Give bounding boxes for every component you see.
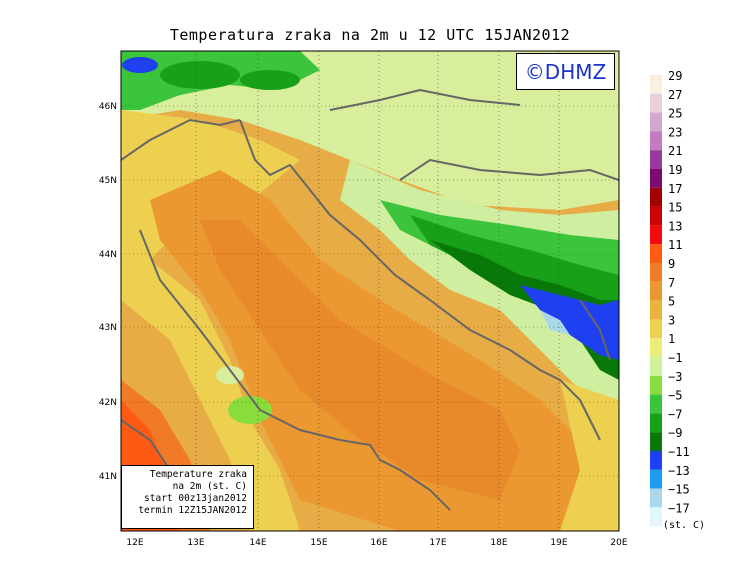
colorbar-label: −3 <box>668 370 682 384</box>
colorbar-label: −1 <box>668 351 682 365</box>
colorbar-swatch <box>650 93 662 113</box>
colorbar-swatch <box>650 263 662 282</box>
colorbar-swatch <box>650 319 662 339</box>
x-tick: 16E <box>370 538 387 548</box>
colorbar-swatch <box>650 507 662 527</box>
y-tick: 45N <box>99 176 117 186</box>
colorbar-swatch <box>650 488 662 508</box>
x-tick: 18E <box>490 538 507 548</box>
colorbar-label: −5 <box>668 389 682 403</box>
colorbar-unit: (st. C) <box>663 520 705 531</box>
colorbar-swatch <box>650 375 662 395</box>
colorbar-swatch <box>650 469 662 489</box>
colorbar-label: 11 <box>668 238 682 252</box>
info-line-2: na 2m (st. C) <box>172 481 247 492</box>
colorbar-swatch <box>650 394 662 414</box>
colorbar-label: 1 <box>668 332 675 346</box>
map-field <box>121 51 619 531</box>
x-tick: 19E <box>550 538 567 548</box>
x-tick: 20E <box>610 538 627 548</box>
colorbar-swatch <box>650 413 662 433</box>
colorbar-swatch <box>650 206 662 226</box>
colorbar-swatch <box>650 187 662 207</box>
colorbar-swatch <box>650 338 662 357</box>
y-tick: 42N <box>99 398 117 408</box>
colorbar-label: 21 <box>668 144 682 158</box>
y-tick: 46N <box>99 102 117 112</box>
colorbar-label: 15 <box>668 201 682 215</box>
colorbar-label: 25 <box>668 107 682 121</box>
colorbar-swatch <box>650 244 662 263</box>
colorbar-swatch <box>650 432 662 451</box>
y-tick: 41N <box>99 472 117 482</box>
info-line-4: termin 12Z15JAN2012 <box>138 505 247 516</box>
x-tick: 17E <box>429 538 446 548</box>
map-title: Temperatura zraka na 2m u 12 UTC 15JAN20… <box>169 26 571 44</box>
colorbar-label: 9 <box>668 257 675 271</box>
info-line-1: Temperature zraka <box>149 469 247 480</box>
colorbar-label: −15 <box>668 483 690 497</box>
colorbar-label: −13 <box>668 464 690 478</box>
colorbar-label: −9 <box>668 426 682 440</box>
colorbar-label: 27 <box>668 88 682 102</box>
colorbar-swatch <box>650 131 662 151</box>
colorbar-swatch <box>650 451 662 470</box>
colorbar-label: −7 <box>668 407 682 421</box>
colorbar-label: 13 <box>668 219 682 233</box>
colorbar-swatch <box>650 281 662 301</box>
colorbar: 29 27 25 23 21 19 17 15 13 11 9 7 5 3 1 −1 −3 −5 −7 −9 −11 −1… <box>650 69 690 527</box>
colorbar-label: 7 <box>668 276 675 290</box>
x-tick: 13E <box>187 538 204 548</box>
info-box: Temperature zraka na 2m (st. C) start 00… <box>121 465 254 529</box>
colorbar-swatch <box>650 300 662 320</box>
colorbar-label: −17 <box>668 501 690 515</box>
colorbar-swatch <box>650 112 662 132</box>
x-axis: 12E 13E 14E 15E 16E 17E 18E 19E 20E <box>126 538 627 548</box>
colorbar-swatch <box>650 150 662 169</box>
x-tick: 15E <box>310 538 327 548</box>
colorbar-label: 17 <box>668 182 682 196</box>
dhmz-logo: ©DHMZ <box>516 53 615 90</box>
y-axis: 41N 42N 43N 44N 45N 46N <box>99 102 117 482</box>
colorbar-label: 29 <box>668 69 682 83</box>
colorbar-swatch <box>650 357 662 376</box>
colorbar-label: 3 <box>668 313 675 327</box>
x-tick: 14E <box>249 538 266 548</box>
colorbar-swatch <box>650 75 662 94</box>
info-line-3: start 00z13jan2012 <box>144 493 247 504</box>
colorbar-label: 23 <box>668 125 682 139</box>
colorbar-swatch <box>650 225 662 245</box>
colorbar-label: 5 <box>668 295 675 309</box>
x-tick: 12E <box>126 538 143 548</box>
y-tick: 43N <box>99 323 117 333</box>
y-tick: 44N <box>99 250 117 260</box>
colorbar-label: 19 <box>668 163 682 177</box>
colorbar-swatch <box>650 169 662 188</box>
colorbar-label: −11 <box>668 445 690 459</box>
